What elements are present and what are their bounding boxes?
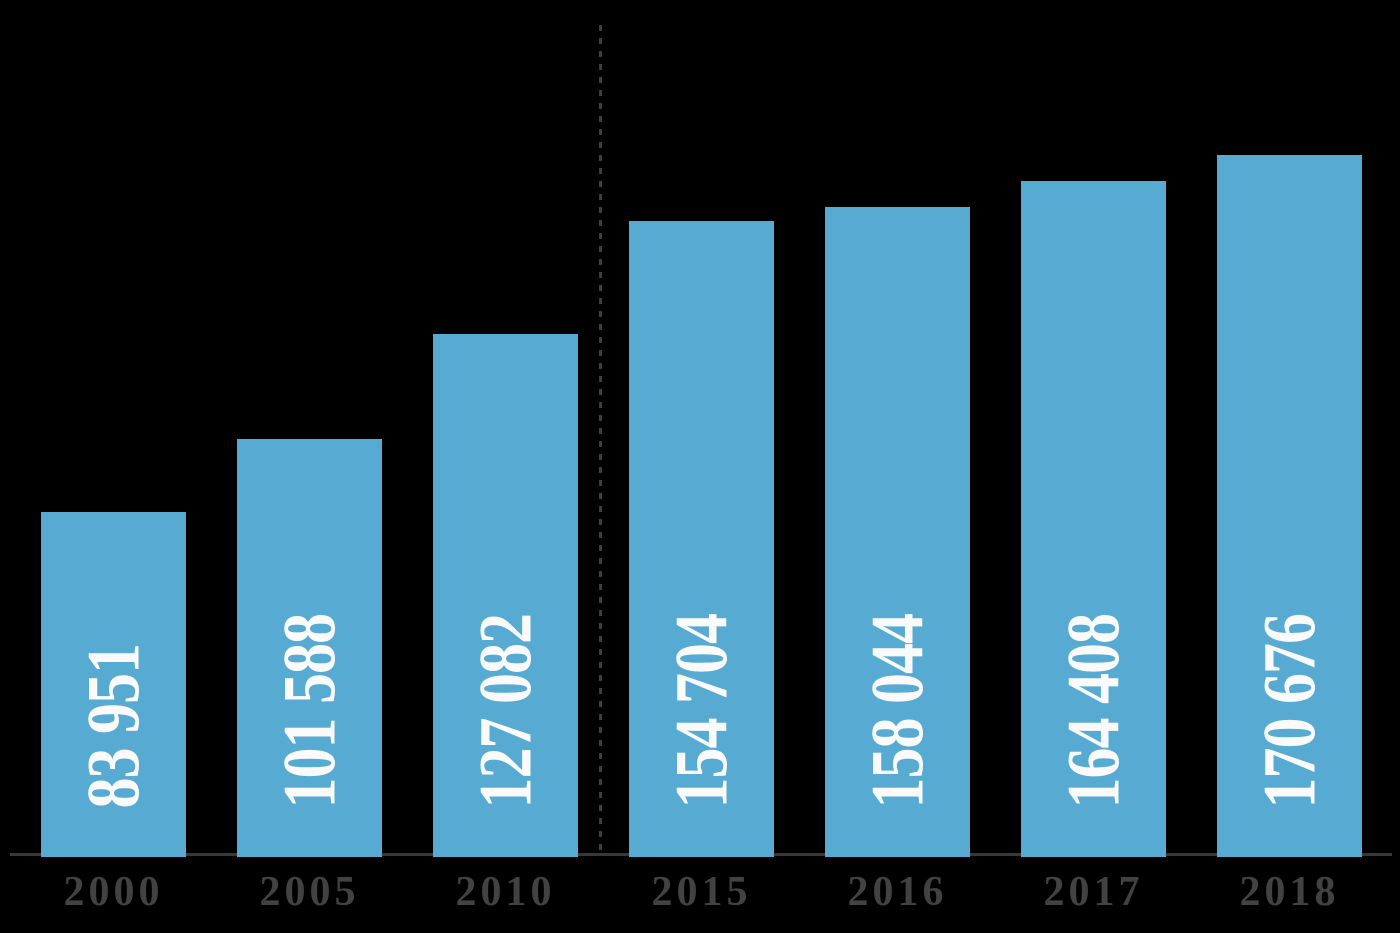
- bar-2017: 164 408: [1021, 181, 1166, 857]
- bar-2010: 127 082: [433, 334, 578, 857]
- bar-value-label: 164 408: [1052, 613, 1135, 809]
- bar-value-label: 170 676: [1248, 613, 1331, 809]
- x-tick-label-2018: 2018: [1239, 869, 1340, 915]
- bar-value-label: 83 951: [72, 643, 155, 809]
- bar-2005: 101 588: [237, 439, 382, 857]
- x-tick-label-2010: 2010: [455, 869, 556, 915]
- bar-2000: 83 951: [41, 512, 186, 857]
- x-tick-label-2000: 2000: [63, 869, 164, 915]
- bar-2015: 154 704: [629, 221, 774, 857]
- x-tick-label-2005: 2005: [259, 869, 360, 915]
- bar-2018: 170 676: [1217, 155, 1362, 857]
- bar-value-label: 127 082: [464, 613, 547, 809]
- bar-2016: 158 044: [825, 207, 970, 857]
- dotted-divider-line: [599, 25, 602, 854]
- x-tick-label-2017: 2017: [1043, 869, 1144, 915]
- x-tick-label-2016: 2016: [847, 869, 948, 915]
- bar-value-label: 158 044: [856, 613, 939, 809]
- bar-value-label: 154 704: [660, 613, 743, 809]
- bar-value-label: 101 588: [268, 613, 351, 809]
- x-tick-label-2015: 2015: [651, 869, 752, 915]
